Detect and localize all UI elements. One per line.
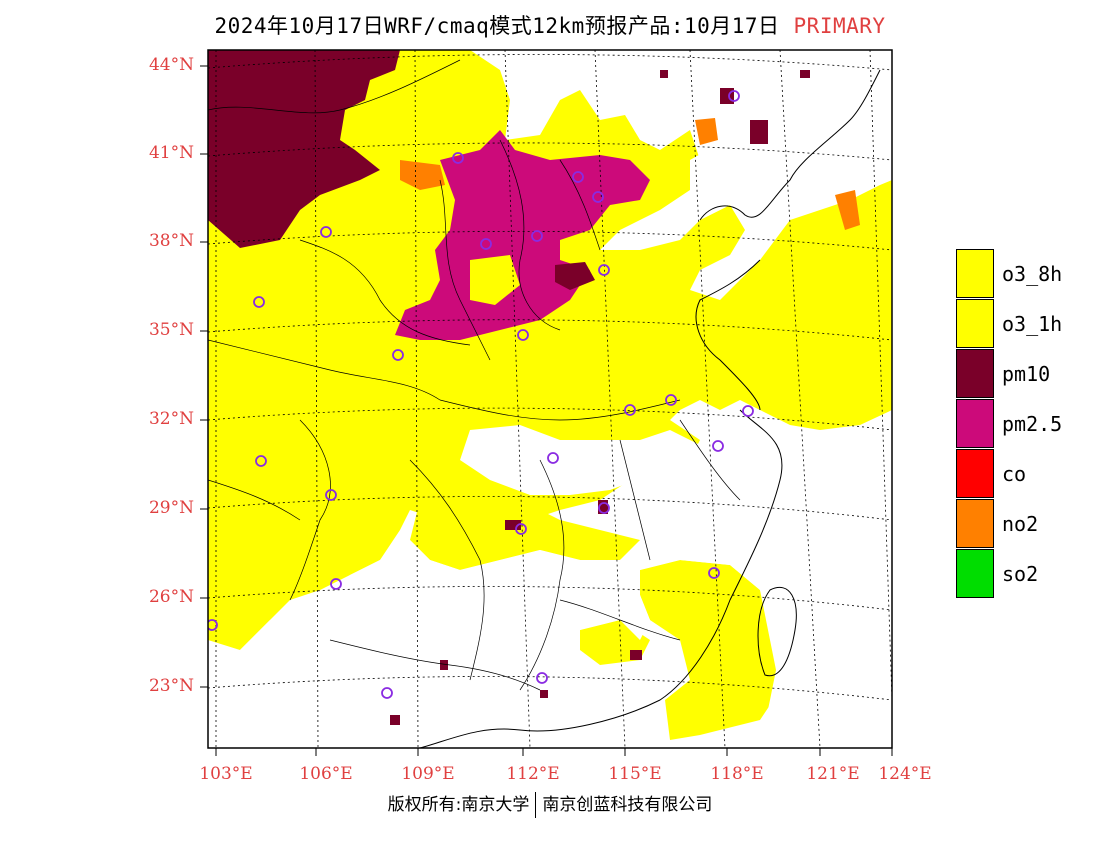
lon-label-112: 112°E: [506, 764, 560, 784]
legend-label-so2: so2: [1002, 562, 1039, 586]
clean-region-south: [208, 420, 892, 748]
lon-label-124: 124°E: [878, 764, 932, 784]
legend-swatch-o3-8h: [956, 249, 994, 298]
lat-label-35: 35°N: [148, 320, 194, 340]
lat-label-44: 44°N: [148, 55, 194, 75]
lon-label-103: 103°E: [199, 764, 253, 784]
clean-region-east: [690, 60, 892, 230]
legend-item-pm10: pm10: [956, 349, 1096, 399]
lon-label-109: 109°E: [401, 764, 455, 784]
legend-item-o3-8h: o3_8h: [956, 249, 1096, 299]
province-boundaries: [208, 59, 741, 691]
map-title-main: 2024年10月17日WRF/cmaq模式12km预报产品:10月17日: [214, 14, 780, 38]
no2-spot-inner-mongolia: [400, 160, 445, 190]
legend-item-so2: so2: [956, 549, 1096, 599]
lon-label-115: 115°E: [608, 764, 662, 784]
map-frame: [207, 49, 893, 749]
o3-region-north: [208, 50, 892, 650]
lon-label-118: 118°E: [710, 764, 764, 784]
map-title: 2024年10月17日WRF/cmaq模式12km预报产品:10月17日 PRIM…: [0, 10, 1100, 40]
pollutant-legend: o3_8h o3_1h pm10 pm2.5 co no2 so2: [956, 249, 1096, 599]
legend-label-pm25: pm2.5: [1002, 412, 1063, 436]
lat-label-26: 26°N: [148, 587, 194, 607]
lat-label-32: 32°N: [148, 409, 194, 429]
lon-label-106: 106°E: [299, 764, 353, 784]
coastline-east: [695, 259, 761, 411]
legend-swatch-pm25: [956, 399, 994, 448]
legend-swatch-pm10: [956, 349, 994, 398]
taiwan-outline: [757, 587, 797, 677]
map-area: [208, 50, 892, 748]
legend-item-co: co: [956, 449, 1096, 499]
lat-label-38: 38°N: [148, 231, 194, 251]
legend-label-no2: no2: [1002, 512, 1039, 536]
legend-item-o3-1h: o3_1h: [956, 299, 1096, 349]
clean-region-central: [460, 425, 700, 495]
copyright-notice: 版权所有:南京大学 南京创蓝科技有限公司: [0, 790, 1100, 818]
map-title-tag: PRIMARY: [793, 14, 886, 38]
coastline-south: [419, 409, 783, 748]
legend-label-o3-1h: o3_1h: [1002, 312, 1063, 336]
legend-label-co: co: [1002, 462, 1027, 486]
legend-item-pm25: pm2.5: [956, 399, 1096, 449]
axis-ticks: [200, 65, 893, 756]
pm10-spot-hebei: [555, 262, 595, 290]
lat-label-29: 29°N: [148, 498, 194, 518]
no2-spot-northeast: [835, 190, 860, 230]
legend-swatch-no2: [956, 499, 994, 548]
o3-region-south-east: [640, 560, 780, 740]
legend-swatch-co: [956, 449, 994, 498]
lat-label-23: 23°N: [148, 676, 194, 696]
pm25-region-north-china: [395, 130, 650, 340]
legend-item-no2: no2: [956, 499, 1096, 549]
copyright-left: 版权所有:南京大学: [387, 795, 530, 815]
graticule: [208, 50, 892, 748]
legend-label-pm10: pm10: [1002, 362, 1051, 386]
legend-swatch-so2: [956, 549, 994, 598]
pm25-gap: [470, 255, 520, 305]
no2-spot-liaoning: [695, 118, 718, 145]
legend-label-o3-8h: o3_8h: [1002, 262, 1063, 286]
copyright-right: 南京创蓝科技有限公司: [542, 795, 713, 815]
coastline-bohai: [699, 69, 881, 221]
lat-label-41: 41°N: [148, 143, 194, 163]
station-markers: [208, 90, 754, 699]
lon-label-121: 121°E: [806, 764, 860, 784]
legend-swatch-o3-1h: [956, 299, 994, 348]
copyright-separator: [535, 792, 537, 818]
